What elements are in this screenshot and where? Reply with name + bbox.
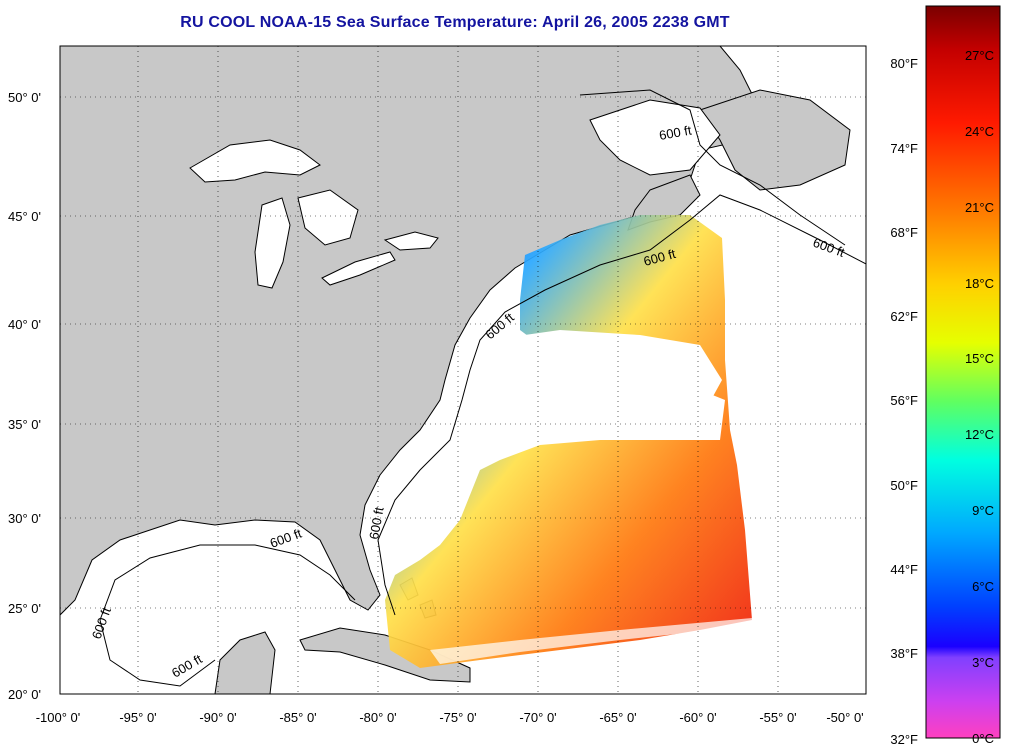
- colorbar-f-label: 44°F: [890, 562, 918, 577]
- colorbar-c-label: 6°C: [972, 579, 994, 594]
- isobath-600ft: [377, 194, 866, 616]
- lat-label: 25° 0': [8, 601, 41, 616]
- colorbar-f-label: 50°F: [890, 478, 918, 493]
- gulf-st-lawrence: [589, 99, 721, 176]
- colorbar-f-label: 38°F: [890, 646, 918, 661]
- great-lake-erie: [321, 251, 396, 286]
- great-lake-michigan: [254, 197, 291, 289]
- colorbar-c-label: 3°C: [972, 655, 994, 670]
- lon-label: -80° 0': [359, 710, 396, 725]
- graticule: [60, 46, 866, 694]
- isobath-600ft-gulf: [99, 544, 356, 687]
- colorbar-f-label: 74°F: [890, 141, 918, 156]
- colorbar-c-label: 21°C: [965, 200, 994, 215]
- colorbar-c-label: 0°C: [972, 731, 994, 746]
- lon-label: -100° 0': [36, 710, 81, 725]
- lat-label: 20° 0': [8, 687, 41, 702]
- colorbar-gradient: [925, 5, 1001, 739]
- colorbar-c-label: 12°C: [965, 427, 994, 442]
- land-cuba: [299, 627, 471, 683]
- land-yucatan: [214, 631, 276, 694]
- isobath-600ft-north: [579, 89, 846, 246]
- cloud-mask-south: [430, 618, 752, 664]
- lat-label: 35° 0': [8, 417, 41, 432]
- lon-label: -55° 0': [759, 710, 796, 725]
- colorbar-c-label: 15°C: [965, 351, 994, 366]
- colorbar-f-label: 62°F: [890, 309, 918, 324]
- colorbar-c-label: 24°C: [965, 124, 994, 139]
- lon-label: -60° 0': [679, 710, 716, 725]
- lat-label: 45° 0': [8, 209, 41, 224]
- great-lake-superior: [189, 139, 321, 183]
- land-atlantic-canada: [699, 89, 851, 191]
- great-lake-huron: [297, 189, 359, 246]
- lon-label: -70° 0': [519, 710, 556, 725]
- isobath-label: 600 ft: [658, 122, 693, 142]
- great-lake-ontario: [383, 231, 439, 251]
- colorbar-c-label: 27°C: [965, 48, 994, 63]
- colorbar-f-label: 68°F: [890, 225, 918, 240]
- map-title: RU COOL NOAA-15 Sea Surface Temperature:…: [180, 14, 730, 31]
- sst-satellite-swath: [385, 215, 752, 668]
- lon-label: -95° 0': [119, 710, 156, 725]
- cloud-mask: [450, 330, 722, 440]
- lat-label: 30° 0': [8, 511, 41, 526]
- lon-label: -65° 0': [599, 710, 636, 725]
- lon-label: -50° 0': [826, 710, 863, 725]
- colorbar-c-label: 9°C: [972, 503, 994, 518]
- colorbar-f-label: 80°F: [890, 56, 918, 71]
- lat-label: 40° 0': [8, 317, 41, 332]
- colorbar-f-label: 32°F: [890, 732, 918, 747]
- lon-label: -85° 0': [279, 710, 316, 725]
- isobath-label: 600 ft: [366, 506, 386, 541]
- lat-label: 50° 0': [8, 90, 41, 105]
- colorbar-f-label: 56°F: [890, 393, 918, 408]
- lon-label: -75° 0': [439, 710, 476, 725]
- colorbar-c-label: 18°C: [965, 276, 994, 291]
- lon-label: -90° 0': [199, 710, 236, 725]
